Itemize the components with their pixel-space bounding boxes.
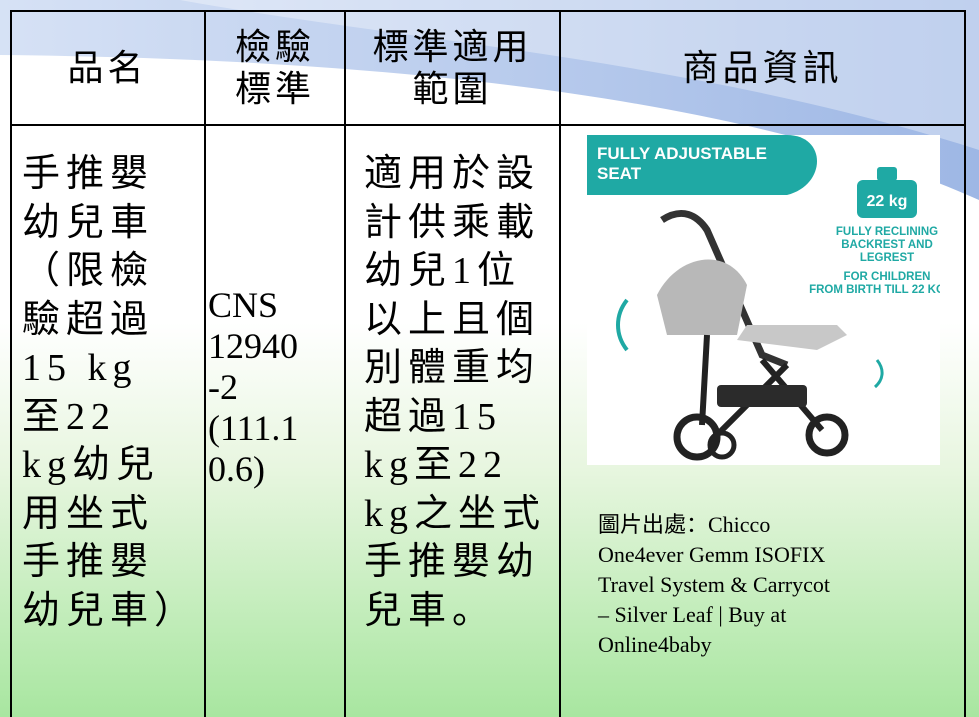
cell-line: 超過15 (364, 395, 503, 438)
header-text: 標準 (234, 68, 315, 109)
image-text: FROM BIRTH TILL 22 KG (809, 284, 940, 296)
header-cell: 檢驗 標準 (205, 10, 345, 125)
table-border (204, 10, 206, 717)
cell-line: 幼兒1位 (364, 250, 522, 292)
header-text: 範圍 (412, 68, 493, 109)
product-image: FULLY ADJUSTABLE SEAT 22 kg FULLY RECLIN… (587, 135, 940, 465)
cell-line: 0.6) (208, 449, 265, 489)
header-text: 標準適用 (372, 26, 533, 67)
table-border (559, 10, 561, 717)
image-text: FULLY RECLINING (836, 226, 938, 238)
cell-line: 適用於設 (364, 153, 541, 195)
table-border (10, 10, 965, 12)
header-cell: 商品資訊 (560, 10, 965, 125)
scope-cell: 適用於設計供乘載幼兒1位以上且個別體重均超過15 kg至22 kg之坐式手推嬰幼兒車… (364, 150, 559, 635)
cell-line: 兒車。 (364, 589, 497, 632)
cell-line: 手推嬰 (22, 153, 155, 195)
stroller (616, 210, 884, 461)
cell-line: 圖片出處：Chicco (598, 512, 771, 537)
header-text: 品名 (67, 47, 148, 88)
header-text: 檢驗 (234, 26, 315, 67)
cell-line: 幼兒車） (22, 589, 199, 632)
cell-line: 手推嬰幼 (364, 541, 541, 583)
cell-line: 12940 (208, 326, 298, 366)
table-border (10, 10, 12, 717)
header-cell: 品名 (10, 10, 205, 125)
cell-line: Travel System & Carrycot (598, 572, 830, 597)
cell-line: 別體重均 (364, 347, 541, 389)
header-cell: 標準適用 範圍 (345, 10, 560, 125)
caption-cell: 圖片出處：Chicco One4ever Gemm ISOFIX Travel Sy… (598, 510, 958, 660)
cell-line: 至22 (22, 395, 117, 438)
cell-line: 計供乘載 (364, 201, 541, 244)
cell-line: （限檢 (22, 250, 155, 292)
cell-line: kg幼兒 (22, 444, 161, 486)
header-text: 商品資訊 (682, 47, 843, 88)
image-text: LEGREST (860, 252, 914, 264)
name-cell: 手推嬰 幼兒車 （限檢 驗超過 15 kg 至22 kg幼兒 用坐式 手推嬰 幼兒車） (22, 150, 202, 635)
cell-line: -2 (208, 367, 238, 407)
table-border (10, 124, 965, 126)
cell-line: CNS (208, 285, 279, 325)
cell-line: kg至22 (364, 444, 509, 486)
cell-line: 幼兒車 (22, 201, 155, 244)
cell-line: One4ever Gemm ISOFIX (598, 542, 826, 567)
cell-line: 手推嬰 (22, 541, 155, 583)
image-text: BACKREST AND (841, 239, 933, 251)
table-border (344, 10, 346, 717)
cell-line: (111.1 (208, 408, 299, 448)
image-text: 22 kg (867, 193, 908, 210)
cell-line: 驗超過 (22, 298, 155, 341)
table-border (964, 10, 966, 717)
image-text: SEAT (597, 164, 642, 183)
cell-line: – Silver Leaf | Buy at (598, 602, 787, 627)
cell-line: Online4baby (598, 632, 712, 657)
cell-line: 用坐式 (22, 492, 155, 535)
standard-cell: CNS 12940 -2 (111.1 0.6) (208, 285, 343, 490)
cell-line: 15 kg (22, 347, 138, 389)
image-text: FULLY ADJUSTABLE (597, 144, 767, 163)
image-text: FOR CHILDREN (844, 271, 931, 283)
cell-line: kg之坐式 (364, 492, 547, 535)
cell-line: 以上且個 (364, 298, 541, 341)
